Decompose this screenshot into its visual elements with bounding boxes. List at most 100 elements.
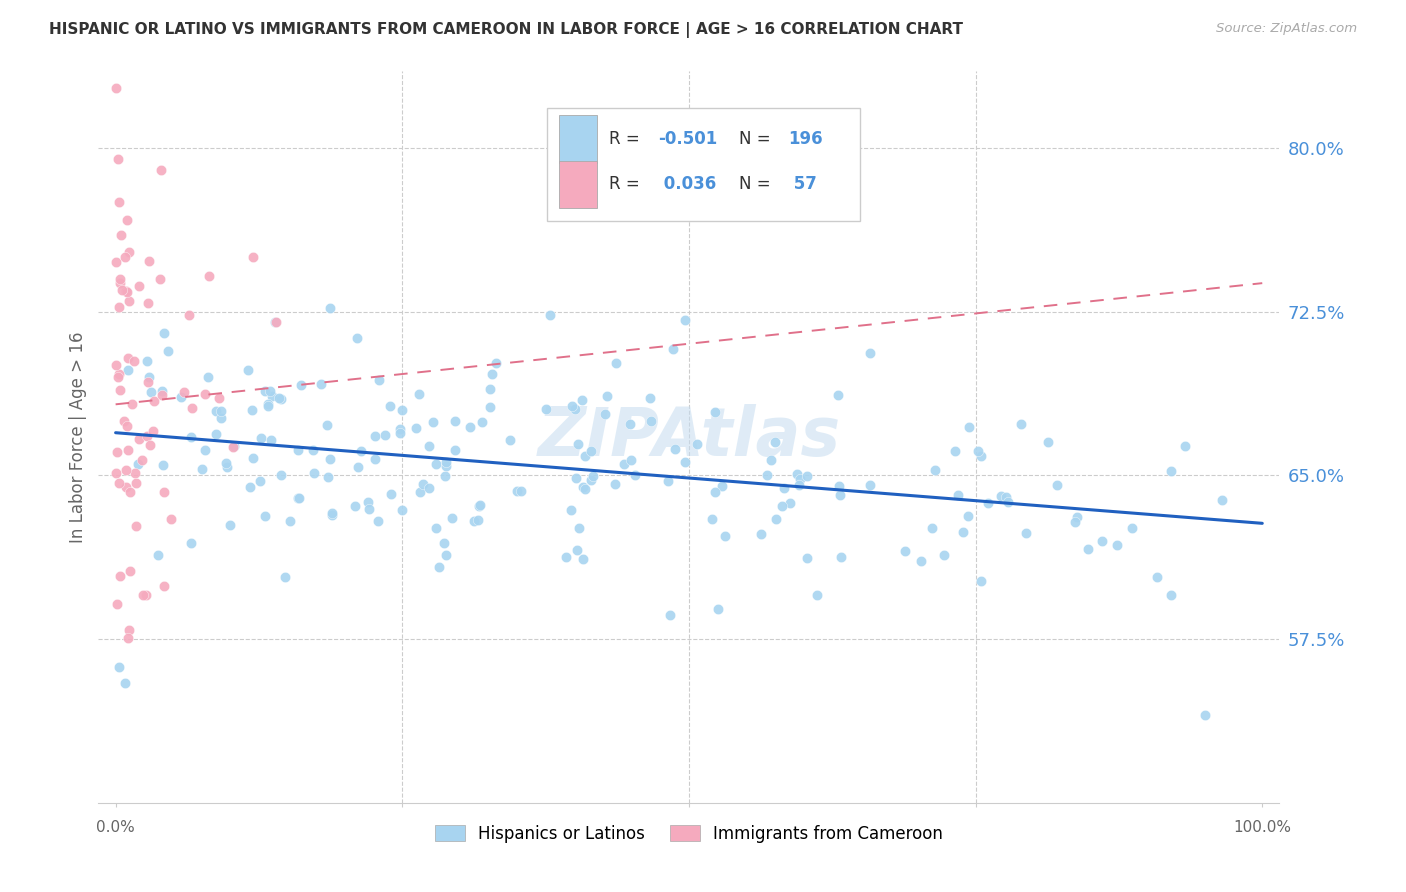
Point <box>894 543 917 558</box>
Point <box>169 390 191 404</box>
Point <box>180 536 202 550</box>
Text: 0.0%: 0.0% <box>96 821 135 835</box>
Point <box>943 443 966 458</box>
Point <box>125 519 148 533</box>
Point <box>205 427 228 442</box>
Point <box>257 397 280 411</box>
Point <box>485 356 508 370</box>
Point <box>321 506 343 520</box>
Point <box>267 392 290 406</box>
Point <box>118 244 141 259</box>
Point <box>966 444 988 458</box>
Text: -0.501: -0.501 <box>658 130 717 148</box>
Bar <box>560 115 596 163</box>
Point <box>138 369 160 384</box>
Point <box>141 384 163 399</box>
Point <box>278 514 301 528</box>
Point <box>957 420 980 434</box>
Point <box>1121 521 1143 535</box>
Point <box>572 551 595 566</box>
Point <box>749 527 772 541</box>
FancyBboxPatch shape <box>547 108 860 221</box>
Point <box>108 660 131 674</box>
Point <box>970 574 993 588</box>
Point <box>759 452 782 467</box>
Point <box>205 404 228 418</box>
Point <box>131 453 153 467</box>
Point <box>770 500 793 514</box>
Text: N =: N = <box>738 130 776 148</box>
Point <box>120 485 142 500</box>
Point <box>779 496 801 510</box>
Point <box>560 503 582 517</box>
Point <box>1160 464 1182 478</box>
Point <box>104 81 127 95</box>
Point <box>619 417 641 431</box>
Point <box>555 549 578 564</box>
Point <box>510 483 533 498</box>
Point <box>302 442 325 457</box>
Point <box>374 428 396 442</box>
Point <box>287 442 309 457</box>
Point <box>440 511 463 525</box>
Point <box>115 213 138 227</box>
Point <box>136 296 159 310</box>
Point <box>1174 439 1197 453</box>
Point <box>254 384 277 399</box>
Point <box>425 521 447 535</box>
Point <box>121 397 143 411</box>
Point <box>579 473 602 487</box>
Point <box>686 436 709 450</box>
Point <box>321 508 343 523</box>
Point <box>120 565 142 579</box>
Point <box>253 508 276 523</box>
Point <box>458 419 481 434</box>
Point <box>117 631 139 645</box>
Point <box>593 408 616 422</box>
Point <box>124 467 146 481</box>
Text: R =: R = <box>609 176 644 194</box>
Point <box>412 476 434 491</box>
Point <box>662 342 685 356</box>
Point <box>773 481 796 495</box>
Point <box>150 162 173 177</box>
Point <box>142 424 165 438</box>
Point <box>287 491 309 506</box>
Point <box>153 326 176 340</box>
Point <box>153 579 176 593</box>
Point <box>309 377 332 392</box>
Point <box>409 485 432 500</box>
Point <box>344 499 367 513</box>
Text: 0.036: 0.036 <box>658 176 717 194</box>
Point <box>673 313 696 327</box>
Point <box>434 548 457 562</box>
Point <box>470 498 492 512</box>
Point <box>132 588 155 602</box>
Point <box>238 363 260 377</box>
Point <box>128 279 150 293</box>
Point <box>105 358 128 372</box>
Point <box>270 468 292 483</box>
Bar <box>560 161 596 208</box>
Point <box>110 228 132 243</box>
Point <box>418 439 440 453</box>
Point <box>433 536 456 550</box>
Point <box>703 405 725 419</box>
Point <box>1046 478 1069 492</box>
Point <box>467 514 489 528</box>
Point <box>194 386 217 401</box>
Point <box>422 415 444 429</box>
Point <box>191 462 214 476</box>
Y-axis label: In Labor Force | Age > 16: In Labor Force | Age > 16 <box>69 331 87 543</box>
Point <box>658 607 681 622</box>
Point <box>714 529 737 543</box>
Text: 196: 196 <box>789 130 823 148</box>
Point <box>149 272 172 286</box>
Point <box>924 463 946 477</box>
Point <box>786 467 808 481</box>
Point <box>405 421 427 435</box>
Point <box>359 501 381 516</box>
Point <box>218 517 240 532</box>
Point <box>136 354 159 368</box>
Point <box>128 432 150 446</box>
